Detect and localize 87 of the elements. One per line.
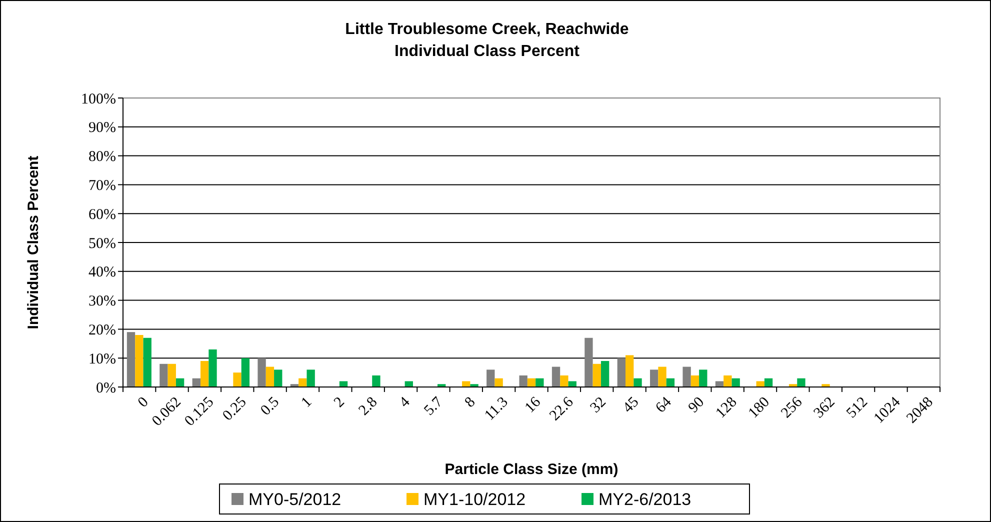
bar	[306, 370, 315, 387]
x-tick-label: 11.3	[482, 394, 512, 424]
y-tick-label: 10%	[88, 351, 116, 368]
y-tick-label: 0%	[96, 380, 116, 396]
bar	[724, 375, 732, 387]
bar	[682, 366, 691, 387]
bar	[404, 381, 413, 387]
bar	[200, 360, 209, 387]
x-tick-label: 0	[135, 394, 152, 411]
bar	[617, 358, 626, 387]
bar	[756, 381, 764, 387]
bar	[160, 364, 168, 387]
chart-subtitle: Individual Class Percent	[394, 43, 580, 60]
bar	[764, 378, 773, 387]
bar	[552, 366, 560, 387]
legend-label: MY2-6/2013	[598, 490, 692, 509]
x-tick-label: 180	[746, 394, 773, 422]
legend-label: MY1-10/2012	[424, 490, 526, 509]
bar	[208, 349, 217, 387]
x-tick-label: 90	[686, 394, 708, 416]
x-tick-label: 512	[844, 394, 871, 422]
bar	[600, 360, 610, 387]
bar	[797, 378, 806, 387]
bar	[470, 384, 478, 387]
bar	[715, 381, 724, 387]
x-tick-label: 2.8	[356, 394, 381, 419]
bar	[519, 375, 528, 387]
x-tick-label: 64	[652, 394, 676, 416]
bar	[634, 378, 642, 387]
bar	[822, 384, 830, 387]
bar	[536, 378, 544, 387]
x-tick-label: 256	[778, 394, 806, 422]
bar	[527, 378, 536, 387]
bar	[372, 375, 380, 387]
bar	[168, 364, 176, 387]
y-tick-label: 40%	[88, 264, 116, 281]
x-axis-title: Particle Class Size (mm)	[444, 461, 618, 478]
x-tick-label: 0.5	[258, 394, 282, 419]
x-tick-label: 45	[620, 394, 642, 416]
x-tick-label: 4	[396, 394, 414, 411]
x-tick-label: 5.7	[421, 394, 446, 419]
bar	[274, 370, 282, 387]
bar	[258, 358, 266, 387]
bar	[568, 381, 576, 387]
chart-title: Little Troublesome Creek, Reachwide	[345, 21, 629, 38]
bar	[584, 338, 593, 387]
bar	[625, 355, 634, 387]
y-tick-label: 20%	[88, 322, 116, 338]
x-tick-label: 0.25	[220, 394, 250, 424]
bar	[298, 378, 307, 387]
x-tick-label: 22.6	[546, 394, 578, 424]
bar	[233, 372, 242, 387]
bar	[560, 375, 568, 387]
x-tick-label: 128	[712, 394, 740, 422]
x-tick-label: 16	[522, 394, 544, 416]
y-tick-label: 60%	[88, 206, 116, 223]
x-tick-label: 32	[588, 394, 610, 416]
y-tick-label: 50%	[88, 236, 116, 252]
bar	[135, 334, 144, 387]
y-axis-title: Individual Class Percent	[25, 156, 42, 330]
bar	[462, 381, 470, 387]
bar	[176, 378, 184, 387]
y-tick-label: 100%	[81, 91, 116, 108]
bar	[699, 370, 708, 387]
bar	[192, 378, 200, 387]
bar	[266, 366, 274, 387]
bar	[658, 366, 666, 387]
y-tick-label: 80%	[88, 149, 116, 166]
x-tick-label: 8	[462, 394, 479, 411]
bar	[494, 378, 503, 387]
bar	[666, 378, 675, 387]
bar	[126, 332, 136, 387]
bar	[143, 338, 152, 387]
bar	[241, 358, 250, 387]
bar	[486, 370, 495, 387]
y-tick-label: 30%	[88, 294, 116, 310]
bar	[339, 381, 348, 387]
legend-label: MY0-5/2012	[248, 490, 342, 509]
y-tick-label: 70%	[88, 178, 116, 194]
bar	[592, 364, 601, 387]
bar	[650, 370, 658, 387]
x-tick-label: 2	[331, 394, 348, 411]
bar	[690, 375, 700, 387]
y-tick-label: 90%	[88, 120, 116, 136]
x-tick-label: 362	[811, 394, 838, 422]
x-tick-label: 1	[298, 394, 316, 411]
bar	[732, 378, 740, 387]
